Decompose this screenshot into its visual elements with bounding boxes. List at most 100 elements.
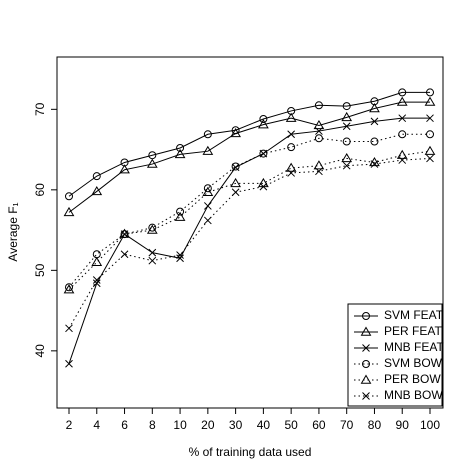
legend-label: SVM BOW	[384, 356, 443, 370]
point-marker	[396, 96, 408, 106]
point-marker	[362, 312, 370, 320]
x-tick-label: 8	[149, 418, 156, 432]
legend-label: MNB BOW	[384, 388, 443, 402]
x-tick-label: 100	[420, 418, 440, 432]
point-marker	[313, 160, 325, 170]
point-marker	[91, 256, 103, 266]
x-tick-label: 6	[121, 418, 128, 432]
y-axis-label: Average F₁	[6, 202, 20, 261]
point-marker	[314, 101, 323, 110]
point-marker	[203, 216, 212, 225]
point-marker	[398, 156, 407, 164]
point-marker	[203, 130, 212, 139]
point-marker	[148, 223, 157, 232]
point-marker	[342, 161, 351, 170]
point-marker	[342, 102, 351, 111]
point-marker	[63, 284, 75, 294]
x-tick-label: 60	[312, 418, 326, 432]
point-marker	[396, 149, 408, 159]
x-tick-label: 4	[93, 418, 100, 432]
point-marker	[315, 167, 323, 176]
x-axis-label: % of training data used	[189, 445, 312, 459]
point-marker	[341, 111, 353, 122]
point-marker	[426, 88, 434, 97]
point-marker	[176, 251, 184, 259]
point-marker	[259, 182, 268, 191]
point-marker	[315, 127, 323, 135]
point-marker	[342, 137, 351, 146]
point-marker	[91, 185, 103, 196]
point-marker	[203, 184, 212, 193]
series-line	[68, 91, 430, 197]
y-tick-label: 50	[33, 263, 47, 277]
point-marker	[426, 130, 434, 139]
x-tick-label: 40	[257, 418, 271, 432]
point-marker	[360, 326, 372, 336]
point-marker	[230, 127, 241, 138]
point-marker	[370, 137, 379, 146]
point-marker	[92, 172, 101, 181]
point-marker	[287, 143, 296, 152]
point-marker	[120, 250, 129, 259]
x-tick-label: 80	[368, 418, 382, 432]
x-tick-label: 90	[396, 418, 410, 432]
series-line	[68, 150, 431, 291]
point-marker	[370, 117, 379, 126]
series-line	[68, 133, 430, 288]
point-marker	[258, 119, 269, 129]
point-marker	[369, 103, 380, 113]
x-tick-label: 30	[229, 418, 243, 432]
point-marker	[65, 359, 73, 368]
point-marker	[176, 143, 185, 152]
point-marker	[65, 283, 73, 292]
point-marker	[92, 276, 101, 284]
series-line	[68, 157, 431, 329]
point-marker	[424, 96, 436, 106]
y-tick-label: 40	[33, 344, 47, 358]
point-marker	[398, 114, 407, 123]
legend-label: MNB FEAT	[384, 340, 444, 354]
point-marker	[202, 186, 214, 196]
point-marker	[313, 119, 325, 130]
y-tick-label: 70	[33, 102, 47, 116]
point-marker	[426, 114, 434, 123]
point-marker	[174, 211, 186, 221]
point-marker	[424, 145, 436, 155]
x-tick-label: 10	[173, 418, 187, 432]
point-marker	[203, 202, 212, 210]
point-marker	[362, 360, 370, 368]
point-marker	[398, 130, 407, 139]
legend-label: SVM FEAT	[384, 308, 444, 322]
point-marker	[65, 324, 73, 333]
point-marker	[174, 148, 186, 159]
point-marker	[65, 192, 73, 201]
point-marker	[398, 88, 407, 97]
point-marker	[119, 164, 130, 174]
point-marker	[287, 169, 296, 177]
point-marker	[148, 248, 157, 257]
legend-box	[347, 303, 443, 407]
point-marker	[426, 154, 434, 163]
point-marker	[176, 254, 184, 263]
point-marker	[231, 188, 240, 197]
point-marker	[362, 392, 370, 400]
point-marker	[63, 206, 75, 217]
point-marker	[146, 158, 158, 168]
point-marker	[148, 256, 157, 265]
point-marker	[176, 207, 185, 216]
point-marker	[341, 152, 353, 163]
x-tick-label: 50	[284, 418, 298, 432]
point-marker	[259, 149, 268, 158]
x-tick-label: 2	[66, 418, 73, 432]
point-marker	[146, 224, 158, 234]
x-tick-label: 20	[201, 418, 215, 432]
point-marker	[285, 162, 297, 172]
point-marker	[285, 112, 297, 122]
point-marker	[314, 134, 323, 143]
plot-frame	[56, 56, 444, 409]
legend-label: PER BOW	[384, 372, 441, 386]
point-marker	[360, 374, 372, 384]
point-marker	[287, 130, 296, 139]
y-tick-label: 60	[33, 183, 47, 197]
